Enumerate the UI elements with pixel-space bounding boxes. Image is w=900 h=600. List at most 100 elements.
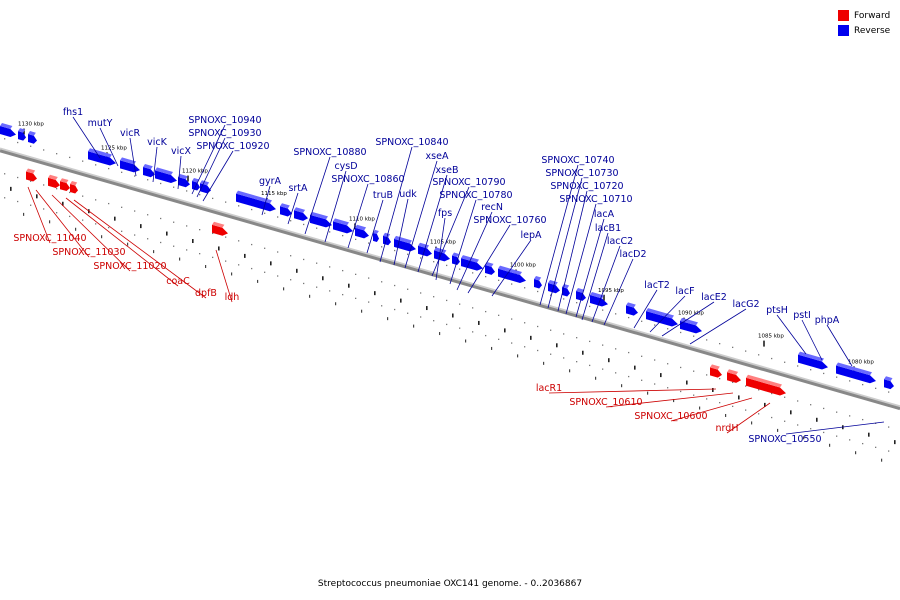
genome-axis-highlight xyxy=(0,147,900,408)
reverse-gene xyxy=(576,288,586,301)
reverse-gene xyxy=(18,128,26,141)
guide-dash xyxy=(23,212,25,216)
forward-gene-label: lacR1 xyxy=(536,383,562,394)
forward-swatch xyxy=(838,10,849,21)
reverse-gene-label: lacB1 xyxy=(595,223,621,234)
guide-dash xyxy=(816,417,818,422)
gene-arrow xyxy=(680,320,702,334)
leader-line xyxy=(347,183,369,249)
guide-dash xyxy=(647,391,649,395)
gene-arrow-top xyxy=(155,167,173,175)
guide-dash xyxy=(478,320,480,325)
forward-gene-label: SPNOXC_11030 xyxy=(52,247,125,258)
leader-line xyxy=(726,402,771,434)
guide-dot xyxy=(43,149,45,151)
gene-arrow xyxy=(155,170,177,183)
forward-gene-label: ldh xyxy=(225,292,240,303)
gene-arrow-top xyxy=(178,173,188,180)
gene-arrow-top xyxy=(294,207,306,213)
forward-gene-label: coaC xyxy=(166,276,190,287)
leader-line xyxy=(605,392,734,408)
leader-line xyxy=(51,194,131,272)
gene-arrow-top xyxy=(534,275,542,281)
guide-dot xyxy=(4,173,6,175)
leader-line xyxy=(581,232,609,321)
guide-dot xyxy=(758,354,760,356)
gene-arrow-top xyxy=(836,362,872,376)
reverse-gene-label: pstI xyxy=(793,310,811,321)
guide-dash xyxy=(725,413,727,417)
guide-dash xyxy=(491,346,493,350)
guide-dot xyxy=(134,175,136,177)
leader-line xyxy=(591,245,621,323)
legend-forward-label: Forward xyxy=(854,10,891,21)
guide-dot xyxy=(108,202,110,205)
genome-axis xyxy=(0,149,900,411)
guide-dash xyxy=(62,201,64,206)
leader-line xyxy=(557,190,588,312)
guide-dot xyxy=(875,446,877,448)
guide-dot xyxy=(849,380,851,382)
leader-line xyxy=(65,197,179,287)
guide-dot xyxy=(212,197,214,200)
guide-dash xyxy=(465,339,467,343)
reverse-gene xyxy=(0,123,16,137)
leader-line xyxy=(826,324,853,367)
guide-dash xyxy=(855,451,857,455)
guide-dot xyxy=(17,176,19,179)
guide-dot xyxy=(810,428,812,430)
guide-dash xyxy=(595,376,597,380)
guide-dash xyxy=(374,291,376,296)
leader-line xyxy=(456,211,493,291)
guide-dot xyxy=(173,245,175,247)
guide-dash xyxy=(621,384,623,388)
reverse-gene xyxy=(836,362,876,384)
guide-dot xyxy=(225,260,227,262)
guide-dot xyxy=(121,171,123,173)
leader-line xyxy=(633,289,658,329)
guide-dot xyxy=(30,204,32,206)
gene-arrow xyxy=(452,255,460,265)
forward-gene-label: SPNOXC_10600 xyxy=(634,411,707,422)
guide-dot xyxy=(641,379,643,381)
reverse-gene-label: SPNOXC_10790 xyxy=(432,177,505,188)
guide-dot xyxy=(524,346,526,348)
guide-dot xyxy=(186,225,188,227)
gene-arrow xyxy=(884,379,894,390)
forward-gene xyxy=(60,178,70,192)
kbp-tick-label: 1115 kbp xyxy=(261,191,287,197)
leader-line xyxy=(603,258,634,326)
gene-arrow-top xyxy=(212,221,225,228)
forward-gene-label: dpfB xyxy=(195,288,217,299)
leader-line xyxy=(202,150,234,202)
guide-dot xyxy=(212,232,214,235)
guide-dot xyxy=(199,253,201,255)
gene-arrow xyxy=(798,354,828,370)
guide-dot xyxy=(277,216,279,218)
guide-dot xyxy=(810,404,812,406)
legend-reverse: Reverse xyxy=(838,23,890,38)
guide-dot xyxy=(745,385,747,387)
guide-dot xyxy=(30,145,32,147)
guide-dot xyxy=(784,396,786,398)
guide-dot xyxy=(641,355,643,357)
guide-dot xyxy=(381,281,383,283)
guide-dot xyxy=(199,229,201,231)
guide-dash xyxy=(803,436,805,440)
guide-dot xyxy=(641,320,643,322)
guide-dash xyxy=(556,343,558,348)
guide-dash xyxy=(101,235,103,239)
gene-arrow xyxy=(534,278,542,289)
leader-line xyxy=(196,137,226,198)
guide-dash xyxy=(361,309,363,313)
kbp-tick-label: 1105 kbp xyxy=(430,240,456,246)
guide-dot xyxy=(849,439,851,441)
guide-dot xyxy=(251,243,253,246)
guide-dot xyxy=(160,182,162,185)
guide-dot xyxy=(719,342,721,345)
guide-dot xyxy=(667,328,669,330)
gene-arrow-top xyxy=(18,128,26,133)
gene-arrow-top xyxy=(373,229,379,234)
guide-dot xyxy=(329,290,331,292)
guide-dot xyxy=(589,305,591,308)
